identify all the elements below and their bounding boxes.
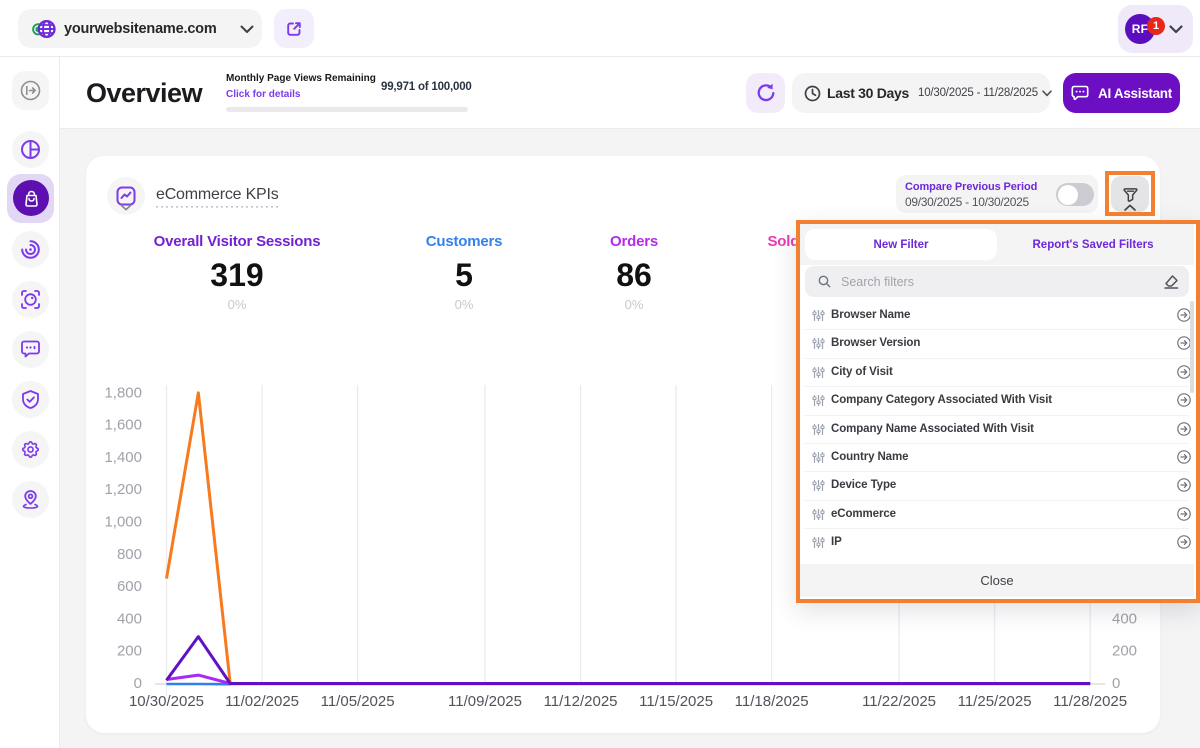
svg-text:200: 200 (1112, 643, 1137, 660)
svg-text:11/12/2025: 11/12/2025 (544, 693, 618, 710)
svg-text:400: 400 (117, 610, 142, 627)
svg-text:10/30/2025: 10/30/2025 (129, 693, 204, 710)
svg-text:600: 600 (117, 578, 142, 595)
svg-text:0: 0 (134, 675, 142, 692)
svg-text:1,800: 1,800 (104, 384, 142, 401)
svg-text:1,200: 1,200 (104, 481, 142, 498)
svg-text:200: 200 (117, 643, 142, 660)
svg-text:11/15/2025: 11/15/2025 (639, 693, 713, 710)
svg-text:400: 400 (1112, 610, 1137, 627)
svg-text:0: 0 (1112, 675, 1120, 692)
svg-text:800: 800 (117, 546, 142, 563)
svg-text:11/02/2025: 11/02/2025 (225, 693, 299, 710)
svg-text:11/25/2025: 11/25/2025 (958, 693, 1032, 710)
svg-text:11/22/2025: 11/22/2025 (862, 693, 936, 710)
svg-text:11/05/2025: 11/05/2025 (321, 693, 395, 710)
svg-text:1,400: 1,400 (104, 449, 142, 466)
svg-text:11/09/2025: 11/09/2025 (448, 693, 522, 710)
svg-text:1,600: 1,600 (104, 417, 142, 434)
svg-text:1,000: 1,000 (104, 514, 142, 531)
svg-text:11/18/2025: 11/18/2025 (735, 693, 809, 710)
svg-text:11/28/2025: 11/28/2025 (1053, 693, 1127, 710)
